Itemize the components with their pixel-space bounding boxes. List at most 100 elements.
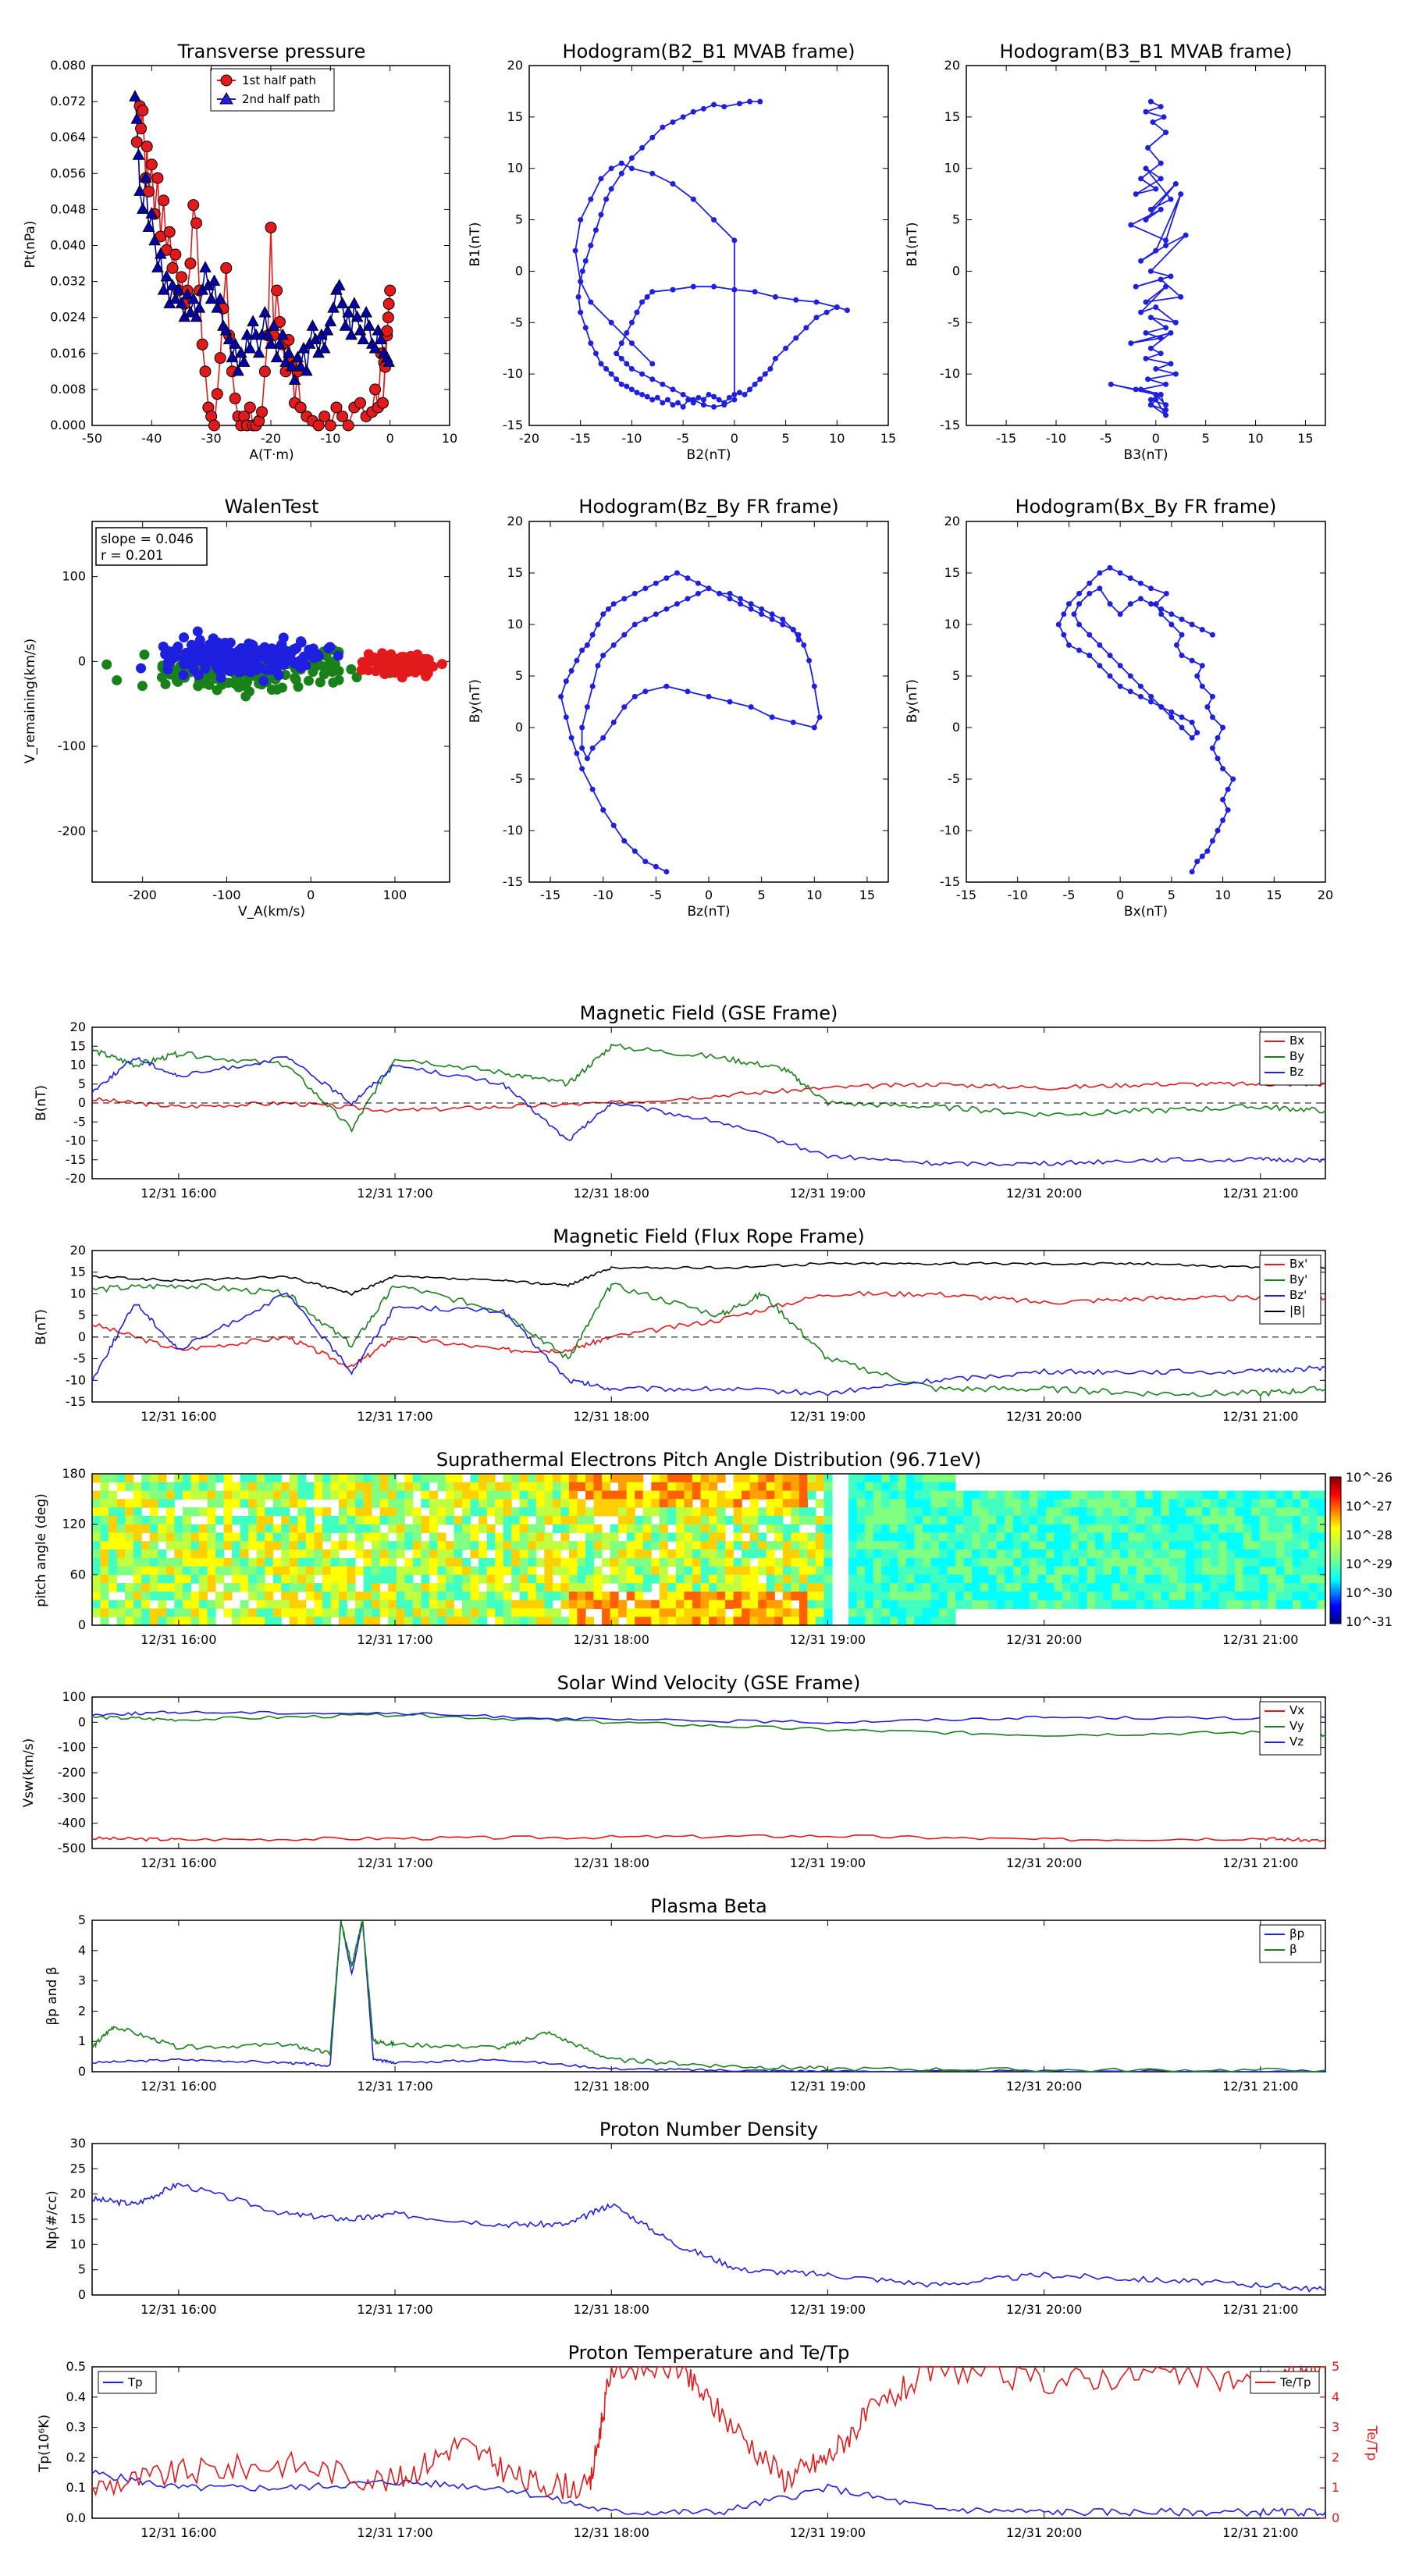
- heatmap-cell: [1168, 1566, 1178, 1575]
- heatmap-cell: [445, 1583, 454, 1592]
- heatmap-cell: [865, 1583, 874, 1592]
- heatmap-cell: [232, 1574, 241, 1584]
- data-point-circle: [208, 419, 220, 432]
- heatmap-cell: [873, 1474, 882, 1483]
- x-tick-label: -10: [1008, 888, 1028, 902]
- data-point-circle: [384, 284, 397, 297]
- heatmap-cell: [642, 1574, 652, 1584]
- hodogram-point: [588, 196, 594, 202]
- data-point-triangle: [276, 328, 290, 340]
- heatmap-cell: [1185, 1499, 1194, 1508]
- heatmap-cell: [1275, 1524, 1285, 1534]
- heatmap-cell: [495, 1599, 504, 1610]
- heatmap-cell: [100, 1490, 109, 1500]
- heatmap-cell: [495, 1482, 504, 1492]
- heatmap-cell: [454, 1532, 463, 1542]
- data-point-triangle: [130, 112, 144, 124]
- heatmap-cell: [396, 1490, 405, 1500]
- x-axis-label: Bz(nT): [687, 904, 730, 920]
- heatmap-cell: [470, 1532, 479, 1542]
- hodogram-point: [801, 642, 807, 648]
- heatmap-cell: [1054, 1566, 1063, 1575]
- heatmap-cell: [339, 1557, 348, 1567]
- heatmap-cell: [758, 1617, 767, 1626]
- hodogram-point: [1220, 817, 1226, 824]
- heatmap-cell: [421, 1557, 430, 1567]
- y-tick-label: -5: [73, 1351, 86, 1366]
- heatmap-cell: [207, 1499, 216, 1508]
- heatmap-cell: [347, 1507, 356, 1517]
- heatmap-cell: [1185, 1532, 1194, 1542]
- heatmap-cell: [462, 1583, 471, 1592]
- heatmap-cell: [281, 1541, 290, 1550]
- heatmap-cell: [388, 1574, 397, 1584]
- heatmap-cell: [1119, 1550, 1129, 1559]
- heatmap-cell: [568, 1566, 578, 1575]
- heatmap-cell: [429, 1474, 438, 1483]
- heatmap-cell: [503, 1566, 512, 1575]
- heatmap-cell: [972, 1574, 981, 1584]
- heatmap-cell: [165, 1499, 175, 1508]
- heatmap-cell: [1070, 1532, 1080, 1542]
- hodogram-point: [1097, 642, 1103, 648]
- hodogram-point: [1178, 191, 1184, 197]
- heatmap-cell: [585, 1507, 595, 1517]
- heatmap-cell: [749, 1507, 759, 1517]
- heatmap-cell: [355, 1566, 365, 1575]
- heatmap-cell: [709, 1499, 718, 1508]
- heatmap-cell: [116, 1482, 126, 1492]
- heatmap-cell: [1292, 1583, 1301, 1592]
- heatmap-cell: [404, 1566, 414, 1575]
- y-tick-label: 0.056: [50, 165, 86, 180]
- heatmap-cell: [355, 1515, 365, 1525]
- heatmap-cell: [535, 1583, 545, 1592]
- heatmap-cell: [363, 1557, 372, 1567]
- heatmap-cell: [938, 1566, 948, 1575]
- heatmap-cell: [256, 1524, 265, 1534]
- heatmap-cell: [560, 1482, 570, 1492]
- heatmap-cell: [758, 1515, 767, 1525]
- heatmap-cell: [1070, 1490, 1080, 1500]
- hodogram-point: [1127, 673, 1133, 679]
- heatmap-cell: [437, 1541, 446, 1550]
- heatmap-cell: [684, 1566, 693, 1575]
- y-tick-label: 0: [78, 1617, 86, 1632]
- data-point-triangle: [247, 315, 259, 326]
- hodogram-point: [1209, 714, 1215, 720]
- heatmap-cell: [930, 1524, 940, 1534]
- heatmap-cell: [709, 1532, 718, 1542]
- series-line-tp: [91, 2469, 1326, 2517]
- heatmap-cell: [955, 1550, 965, 1559]
- heatmap-cell: [905, 1599, 915, 1610]
- heatmap-cell: [881, 1474, 891, 1483]
- heatmap-cell: [1284, 1566, 1293, 1575]
- heatmap-cell: [339, 1524, 348, 1534]
- heatmap-cell: [1177, 1550, 1186, 1559]
- y-tick-label: 0: [78, 2287, 86, 2302]
- hodogram-point: [762, 371, 768, 377]
- heatmap-cell: [930, 1591, 940, 1601]
- heatmap-cell: [1021, 1532, 1030, 1542]
- heatmap-cell: [749, 1499, 759, 1508]
- heatmap-cell: [823, 1482, 833, 1492]
- hodogram-point: [653, 580, 659, 586]
- heatmap-cell: [330, 1541, 340, 1550]
- data-point-triangle: [222, 333, 236, 345]
- heatmap-cell: [379, 1574, 389, 1584]
- heatmap-cell: [815, 1474, 824, 1483]
- heatmap-cell: [125, 1532, 134, 1542]
- heatmap-cell: [692, 1507, 701, 1517]
- heatmap-cell: [799, 1515, 808, 1525]
- heatmap-cell: [396, 1608, 405, 1617]
- x-tick-label: 20: [1318, 888, 1333, 902]
- heatmap-cell: [1119, 1566, 1129, 1575]
- legend-label: Bx': [1289, 1257, 1307, 1271]
- data-point-triangle: [169, 292, 182, 304]
- heatmap-cell: [256, 1599, 265, 1610]
- heatmap-cell: [372, 1474, 381, 1483]
- heatmap-cell: [791, 1524, 800, 1534]
- heatmap-cell: [133, 1524, 142, 1534]
- heatmap-cell: [248, 1608, 258, 1617]
- heatmap-cell: [1029, 1591, 1038, 1601]
- heatmap-cell: [585, 1599, 595, 1610]
